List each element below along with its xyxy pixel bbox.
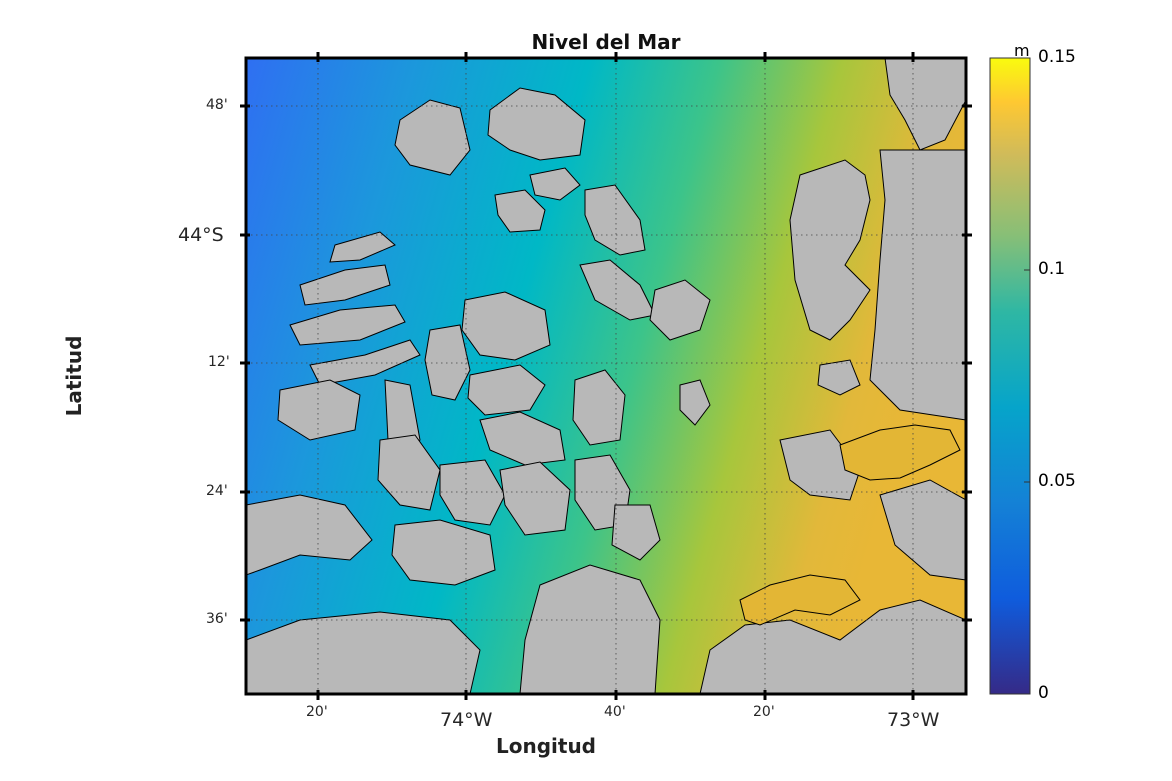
- island-mid-1: [424, 324, 471, 401]
- island-center-north: [584, 184, 646, 256]
- island-south-center: [377, 434, 441, 511]
- island-west-strip-3: [289, 304, 406, 346]
- y-axis-label: Latitud: [62, 335, 86, 417]
- lon-tick-label: 40': [604, 704, 626, 720]
- mainland-southeast: [699, 599, 966, 694]
- island-center-large: [461, 291, 551, 361]
- island-east-hook: [649, 279, 711, 341]
- island-east-small: [817, 359, 861, 396]
- mainland-far-southeast: [879, 479, 966, 581]
- colorbar-tick-label: 0.05: [1038, 471, 1076, 491]
- island-mid-2: [467, 364, 546, 416]
- island-south-3: [499, 461, 571, 536]
- island-south-4: [391, 519, 496, 586]
- mainland-south-center: [519, 564, 661, 694]
- lon-tick-label: 20': [753, 704, 775, 720]
- lon-tick-label: 73°W: [887, 709, 940, 731]
- island-south-2: [439, 459, 506, 526]
- island-mid-3: [572, 369, 626, 446]
- lat-tick-label: 24': [206, 483, 228, 499]
- gulf-channels: [739, 424, 961, 626]
- mainland-east: [789, 159, 871, 341]
- colorbar-tick-label: 0: [1038, 683, 1049, 703]
- map-title: Nivel del Mar: [531, 30, 681, 54]
- colorbar-unit-label: m: [1014, 41, 1030, 60]
- lon-tick-label: 20': [306, 704, 328, 720]
- grid-lines: [246, 58, 966, 694]
- island-southeast-2: [611, 504, 661, 561]
- map-plot-area: [246, 58, 966, 694]
- island-northwest: [394, 99, 471, 176]
- island-southwest-large: [246, 494, 373, 576]
- island-west-strip-1: [329, 231, 396, 263]
- lat-tick-label: 48': [206, 97, 228, 113]
- colorbar-gradient: [989, 57, 1031, 695]
- island-west-strip-2: [299, 264, 391, 306]
- map-frame: [244, 56, 968, 696]
- x-axis-label: Longitud: [495, 734, 596, 758]
- island-mid-4: [479, 411, 566, 466]
- island-east-small-2: [679, 379, 711, 426]
- lat-tick-label: 12': [208, 354, 230, 370]
- colorbar-tick-label: 0.15: [1038, 47, 1076, 67]
- mainland-south-west: [246, 611, 481, 694]
- lat-tick-label: 36': [206, 611, 228, 627]
- mainland-east-upper: [884, 58, 966, 151]
- island-north-b: [494, 189, 546, 233]
- island-north-small: [529, 167, 581, 201]
- colorbar-tick-label: 0.1: [1038, 259, 1066, 279]
- axis-ticks: [240, 52, 972, 700]
- colorbar: [989, 57, 1031, 695]
- mainland-east-mid: [869, 149, 966, 421]
- lat-tick-label: 44°S: [178, 224, 224, 246]
- gulf-east-inlet: [839, 424, 961, 481]
- land-masses: [246, 58, 966, 694]
- lon-tick-label: 74°W: [440, 709, 493, 731]
- gulf-south-inlet: [739, 574, 861, 626]
- island-west-mid: [277, 379, 361, 441]
